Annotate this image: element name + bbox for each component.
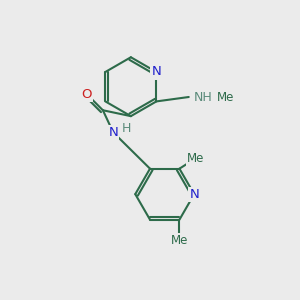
Text: N: N: [189, 188, 199, 201]
Text: H: H: [122, 122, 131, 135]
Text: N: N: [108, 126, 118, 139]
Text: Me: Me: [217, 91, 234, 104]
Text: Me: Me: [171, 234, 188, 247]
Text: O: O: [81, 88, 92, 100]
Text: NH: NH: [194, 91, 213, 104]
Text: Me: Me: [187, 152, 204, 165]
Text: N: N: [152, 65, 161, 79]
